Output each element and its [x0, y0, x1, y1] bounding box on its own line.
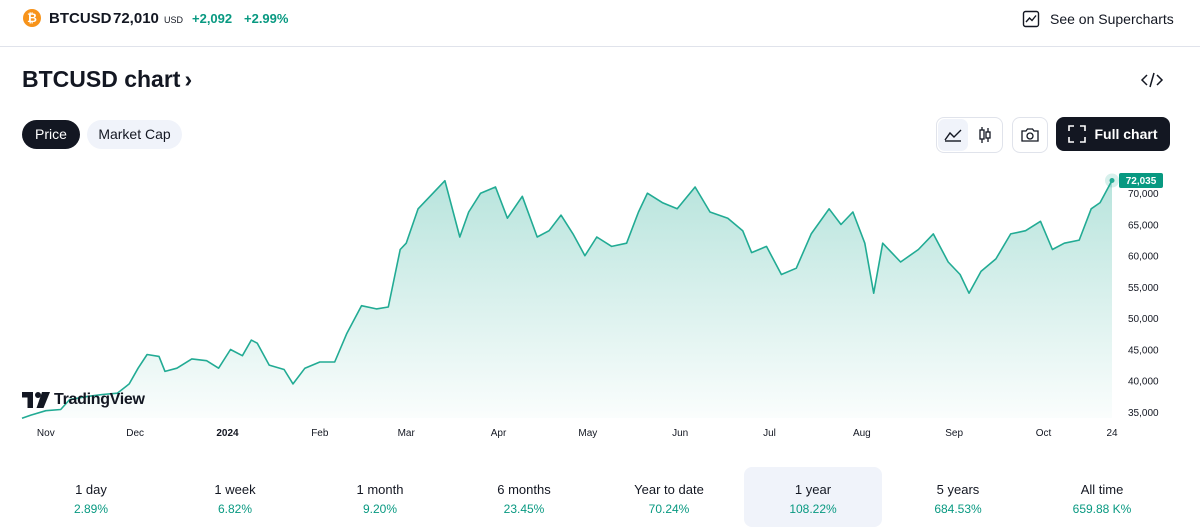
period-label: 6 months: [497, 482, 551, 497]
bitcoin-icon: ₿: [23, 9, 41, 27]
supercharts-label: See on Supercharts: [1050, 11, 1174, 27]
tab-market-cap[interactable]: Market Cap: [87, 120, 182, 149]
top-bar: ₿ BTCUSD 72,010 USD +2,092 +2.99% See on…: [0, 0, 1200, 38]
camera-icon: [1021, 128, 1039, 142]
see-on-supercharts-link[interactable]: See on Supercharts: [1022, 9, 1174, 29]
y-axis-tick-label: 55,000: [1128, 283, 1159, 294]
snapshot-button[interactable]: [1012, 117, 1048, 153]
x-axis-tick-label: Jul: [763, 428, 776, 439]
y-axis-tick-label: 60,000: [1128, 252, 1159, 263]
x-axis-tick-label: 24: [1106, 428, 1118, 439]
price-change: +2,092: [192, 11, 233, 26]
period-label: 1 month: [356, 482, 404, 497]
period-1-year[interactable]: 1 year 108.22%: [744, 467, 882, 527]
tab-price[interactable]: Price: [22, 120, 80, 149]
period-label: 5 years: [936, 482, 980, 497]
x-axis-tick-label: May: [578, 428, 597, 439]
x-axis-tick-label: Jun: [672, 428, 688, 439]
price-currency: USD: [164, 15, 184, 25]
tradingview-logo: TradingView: [22, 391, 145, 409]
current-price: 72,010: [113, 10, 159, 27]
full-chart-button[interactable]: Full chart: [1056, 117, 1170, 151]
x-axis-tick-label: Dec: [126, 428, 144, 439]
symbol-name: BTCUSD: [49, 10, 112, 27]
code-icon[interactable]: [1140, 70, 1164, 90]
y-axis-tick-label: 35,000: [1128, 408, 1159, 419]
period-1-week[interactable]: 1 week 6.82%: [166, 467, 304, 527]
period-5-years[interactable]: 5 years 684.53%: [889, 467, 1027, 527]
y-axis-tick-label: 45,000: [1128, 345, 1159, 356]
period-label: 1 week: [214, 482, 256, 497]
period-value: 23.45%: [503, 502, 545, 516]
area-chart-button[interactable]: [938, 119, 968, 151]
chart-style-toggle: [936, 117, 1003, 153]
period-1-day[interactable]: 1 day 2.89%: [22, 467, 160, 527]
x-axis-tick-label: Oct: [1036, 428, 1052, 439]
y-axis-tick-label: 50,000: [1128, 314, 1159, 325]
chart-box-icon: [1022, 10, 1040, 28]
period-label: All time: [1080, 482, 1124, 497]
candles-button[interactable]: [970, 119, 1000, 151]
y-axis-tick-label: 65,000: [1128, 220, 1159, 231]
x-axis-tick-label: 2024: [216, 428, 239, 439]
period-1-month[interactable]: 1 month 9.20%: [311, 467, 449, 527]
tradingview-logo-icon: [22, 392, 50, 408]
page-title[interactable]: BTCUSD chart ›: [22, 66, 192, 93]
period-all-time[interactable]: All time 659.88 K%: [1033, 467, 1171, 527]
chevron-right-icon: ›: [184, 66, 193, 92]
period-value: 659.88 K%: [1072, 502, 1132, 516]
last-point-dot: [1109, 178, 1115, 183]
x-axis-tick-label: Apr: [491, 428, 507, 439]
period-value: 684.53%: [934, 502, 982, 516]
x-axis-tick-label: Feb: [311, 428, 329, 439]
price-area-fill: [22, 180, 1112, 419]
candles-icon: [979, 127, 991, 143]
period-value: 9.20%: [362, 502, 398, 516]
price-chart[interactable]: 70,000 65,000 60,000 55,000 50,000 45,000 40,0…: [0, 160, 1200, 445]
period-value: 70.24%: [648, 502, 690, 516]
period-value: 2.89%: [73, 502, 109, 516]
price-change-percent: +2.99%: [244, 11, 289, 26]
expand-icon: [1068, 125, 1087, 143]
period-value: 108.22%: [789, 502, 837, 516]
y-axis-tick-label: 70,000: [1128, 189, 1159, 200]
area-chart-icon: [944, 129, 962, 142]
last-price-label: 72,035: [1126, 176, 1157, 187]
page-title-text: BTCUSD chart: [22, 66, 181, 92]
x-axis-tick-label: Sep: [945, 428, 963, 439]
x-axis-tick-label: Nov: [37, 428, 55, 439]
full-chart-label: Full chart: [1094, 126, 1158, 142]
period-label: Year to date: [634, 482, 704, 497]
y-axis-tick-label: 40,000: [1128, 377, 1159, 388]
period-label: 1 day: [75, 482, 107, 497]
price-line: [21, 179, 1113, 420]
header-divider: [0, 46, 1200, 47]
period-year-to-date[interactable]: Year to date 70.24%: [600, 467, 738, 527]
x-axis-tick-label: Aug: [853, 428, 871, 439]
period-6-months[interactable]: 6 months 23.45%: [455, 467, 593, 527]
last-price-badge: [1119, 173, 1163, 188]
watermark-text: TradingView: [54, 391, 145, 408]
period-performance-bar: 1 day 2.89% 1 week 6.82% 1 month 9.20% 6…: [22, 467, 1178, 527]
x-axis-tick-label: Mar: [398, 428, 416, 439]
period-value: 6.82%: [217, 502, 253, 516]
period-label: 1 year: [794, 482, 832, 497]
